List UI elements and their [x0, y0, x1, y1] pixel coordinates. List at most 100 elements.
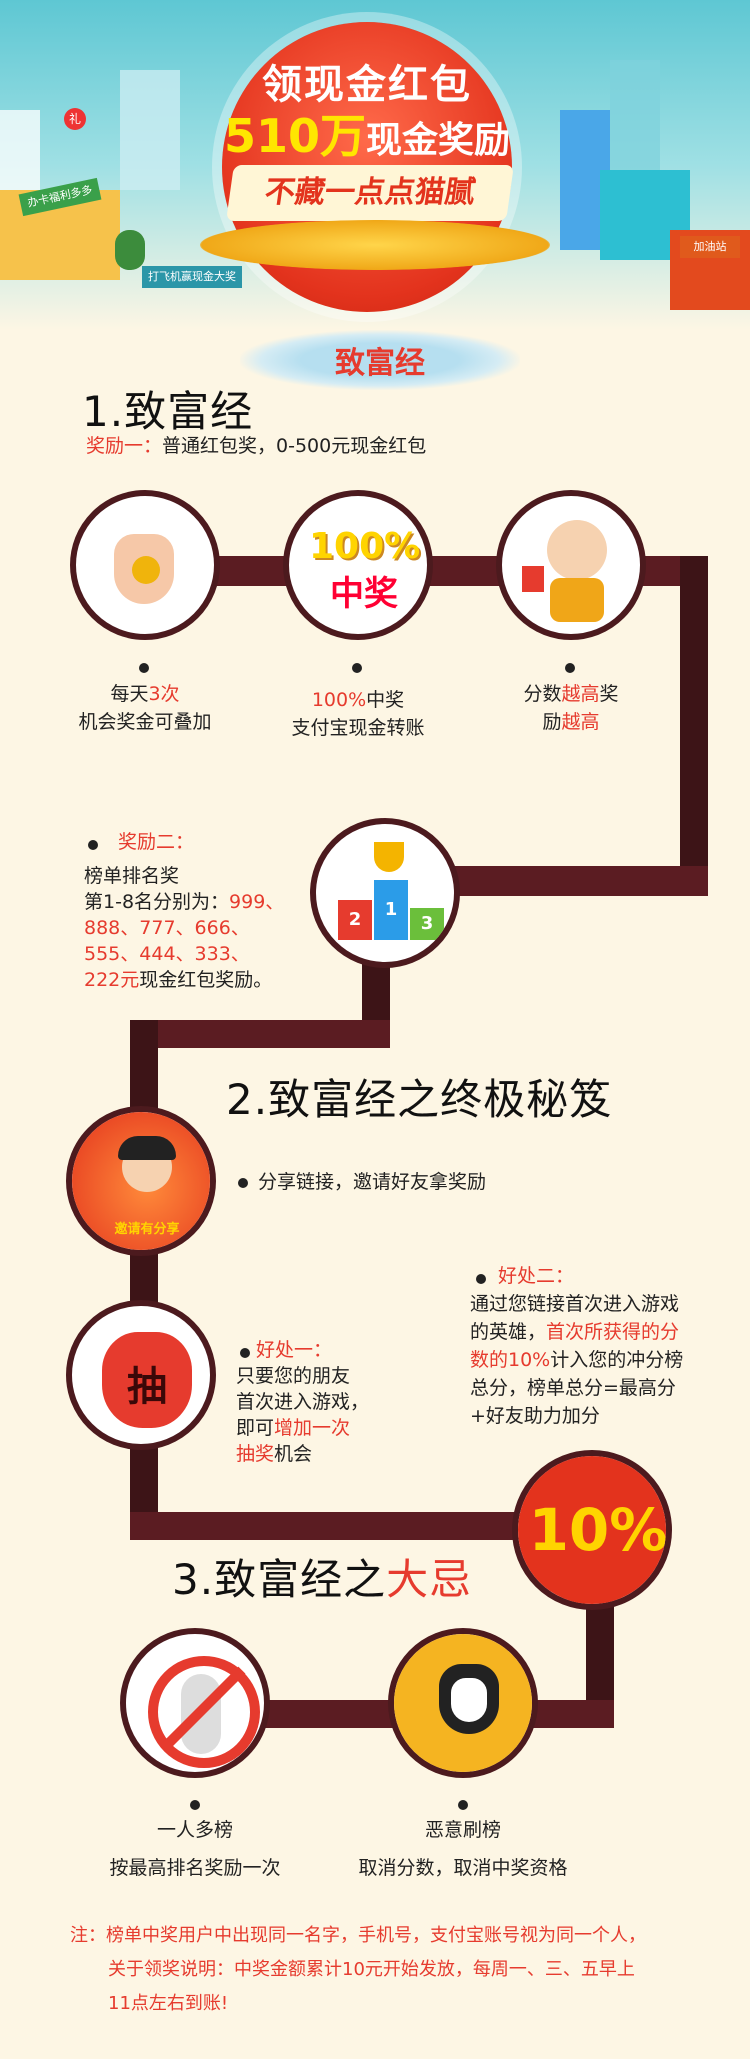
benefit1-title: 好处一：	[256, 1339, 333, 1361]
node-daily-chances	[70, 490, 220, 640]
bullet-dot	[190, 1800, 200, 1810]
benefit2-title: 好处二：	[498, 1265, 575, 1287]
node-podium: 1 2 3	[310, 818, 460, 968]
section3-heading: 3.致富经之大忌	[172, 1546, 472, 1607]
benefit1-line4-b: 机会	[274, 1443, 313, 1465]
node-share: 邀请有分享	[66, 1106, 216, 1256]
win-icon: 中奖	[330, 574, 398, 614]
node3-text-e: 越高	[561, 711, 600, 733]
jumping-man-icon	[550, 578, 604, 622]
ten-percent-background	[518, 1456, 666, 1604]
reward2-line2-b: 999、	[229, 891, 285, 913]
bullet-dot	[565, 663, 575, 673]
happy-face-icon	[547, 520, 607, 580]
reward1-line: 奖励一：普通红包奖，0-500元现金红包	[86, 432, 426, 460]
node-100-percent: 100% 中奖	[283, 490, 433, 640]
path-right-vertical	[680, 556, 708, 896]
hero-amount: 510万现金奖励	[222, 100, 512, 166]
node3-line2: 励越高	[471, 708, 671, 736]
building-left-2	[120, 70, 180, 190]
bullet-dot	[139, 663, 149, 673]
benefit2-line3-a: 数的10%	[470, 1349, 551, 1371]
note-line1: 注：榜单中奖用户中出现同一名字，手机号，支付宝账号视为同一个人，	[70, 1922, 646, 1950]
node2-line1: 100%中奖	[258, 686, 458, 714]
lucky-bag-icon	[102, 1332, 192, 1428]
section3-heading-b: 大忌	[386, 1555, 473, 1604]
benefit2-line2-a: 的英雄，	[470, 1321, 547, 1343]
gift-badge: 礼	[64, 108, 86, 130]
100-percent-icon: 100%	[309, 526, 421, 567]
reward2-line4: 555、444、333、	[84, 943, 250, 965]
benefit2-line5: +好友助力加分	[470, 1405, 600, 1427]
sign-gas-station: 加油站	[680, 236, 740, 258]
section3-heading-a: 3.致富经之	[172, 1555, 387, 1604]
bullet-dot	[352, 663, 362, 673]
path-row3	[130, 1020, 390, 1048]
sign-plane-game: 打飞机赢现金大奖	[142, 266, 242, 288]
anonymous-mask-icon	[451, 1678, 487, 1722]
bullet-dot	[240, 1348, 250, 1358]
mascot-man-icon	[115, 230, 145, 270]
reward2-line5: 222元现金红包奖励。	[84, 966, 272, 994]
podium-third: 3	[410, 908, 444, 940]
reward2-line2-a: 第1-8名分别为：	[84, 891, 230, 913]
benefit2-line2: 的英雄，首次所获得的分	[470, 1318, 679, 1346]
note-line2: 关于领奖说明：中奖金额累计10元开始发放，每周一、三、五早上	[108, 1959, 635, 1980]
node3-line1: 分数越高奖	[471, 680, 671, 708]
bullet-dot	[458, 1800, 468, 1810]
benefit1-line1: 只要您的朋友	[236, 1365, 351, 1387]
hero-amount-suffix: 现金奖励	[366, 120, 511, 161]
node2-text-a: 100%	[311, 689, 367, 711]
trophy-icon	[374, 842, 404, 872]
bullet-dot	[88, 840, 98, 850]
node2-text-b: 中奖	[366, 689, 405, 711]
bullet-dot	[476, 1274, 486, 1284]
brush-stroke	[240, 330, 520, 390]
draw-char: 抽	[127, 1364, 167, 1410]
podium-second: 2	[338, 900, 372, 940]
reward1-prefix: 奖励一：	[86, 435, 163, 457]
benefit1-line3-b: 增加一次	[274, 1417, 351, 1439]
benefit2-line1: 通过您链接首次进入游戏	[470, 1293, 680, 1315]
reward2-title: 奖励二：	[118, 831, 195, 853]
red-envelope-icon	[522, 566, 544, 592]
reward2-line2: 第1-8名分别为：999、	[84, 888, 284, 916]
bullet-dot	[238, 1178, 248, 1188]
reward1-text: 普通红包奖，0-500元现金红包	[162, 435, 427, 457]
benefit2-line3-b: 计入您的冲分榜	[550, 1349, 684, 1371]
cartoon-hair-icon	[118, 1136, 176, 1160]
ten-percent-icon: 10%	[528, 1496, 668, 1564]
reward2-line5-a: 222元	[84, 969, 140, 991]
node1-text-a: 每天	[110, 683, 149, 705]
benefit1-line3: 即可增加一次	[236, 1414, 350, 1442]
hero-banner: 礼 办卡福利多多 打飞机赢现金大奖 加油站 领现金红包 510万现金奖励 不藏一…	[0, 0, 750, 330]
node3-text-d: 励	[542, 711, 562, 733]
taboo2-desc: 取消分数，取消中奖资格	[358, 1857, 568, 1879]
section2-heading: 2.致富经之终极秘笈	[226, 1075, 613, 1124]
reward2-line1: 榜单排名奖	[84, 865, 180, 887]
node2-line2: 支付宝现金转账	[291, 717, 425, 739]
node1-line2: 机会奖金可叠加	[78, 711, 212, 733]
node3-text-b: 越高	[561, 683, 600, 705]
hero-title: 领现金红包	[262, 62, 472, 108]
taboo1-desc: 按最高排名奖励一次	[109, 1857, 281, 1879]
share-text: 分享链接，邀请好友拿奖励	[258, 1171, 487, 1193]
taboo1-title: 一人多榜	[156, 1819, 233, 1841]
node-draw-bag: 抽	[66, 1300, 216, 1450]
coin-pile-icon	[200, 220, 550, 270]
node1-line1: 每天3次	[45, 680, 245, 708]
node-malicious-boost	[388, 1628, 538, 1778]
node-one-person-many-ranks	[120, 1628, 270, 1778]
invite-share-badge: 邀请有分享	[114, 1222, 180, 1237]
benefit2-line2-b: 首次所获得的分	[546, 1321, 680, 1343]
benefit2-line3: 数的10%计入您的冲分榜	[470, 1346, 683, 1374]
path-left-vertical	[130, 1020, 158, 1540]
node-ten-percent: 10%	[512, 1450, 672, 1610]
node3-text-a: 分数	[523, 683, 562, 705]
node3-text-c: 奖	[599, 683, 619, 705]
node1-text-b: 3次	[148, 683, 180, 705]
brush-title: 致富经	[335, 346, 425, 381]
hero-amount-number: 510万	[223, 109, 366, 163]
section1-heading: 1.致富经	[82, 387, 254, 436]
note-prefix: 注：	[70, 1925, 106, 1946]
